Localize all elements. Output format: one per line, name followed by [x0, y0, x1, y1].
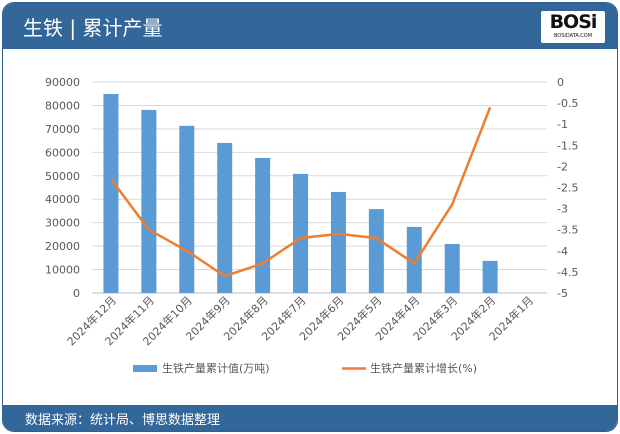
- y-right-tick-label: -3: [557, 203, 568, 216]
- bar: [368, 209, 384, 293]
- y-left-tick-label: 30000: [45, 217, 80, 230]
- bar: [330, 191, 346, 293]
- legend-label-bar: 生铁产量累计值(万吨): [162, 361, 270, 375]
- y-left-tick-label: 80000: [45, 99, 80, 112]
- y-right-tick-label: -4.5: [557, 266, 578, 279]
- data-source: 数据来源：统计局、博思数据整理: [25, 413, 221, 428]
- y-right-tick-label: -3.5: [557, 224, 578, 237]
- y-left-tick-label: 20000: [45, 240, 80, 253]
- y-right-tick-label: 0: [557, 76, 564, 89]
- y-left-tick-label: 50000: [45, 170, 80, 183]
- bosi-logo: BOSi BOSIDATA.COM: [541, 11, 605, 43]
- bar: [217, 142, 233, 293]
- bar: [406, 226, 422, 293]
- y-right-tick-label: -2: [557, 160, 568, 173]
- y-left-tick-label: 40000: [45, 193, 80, 206]
- y-left-tick-label: 70000: [45, 123, 80, 136]
- y-left-tick-label: 90000: [45, 76, 80, 89]
- logo-subtext: BOSIDATA.COM: [553, 33, 593, 39]
- bar: [179, 125, 195, 293]
- bar: [103, 93, 119, 293]
- bar: [293, 173, 309, 293]
- y-right-tick-label: -4: [557, 245, 568, 258]
- y-right-tick-label: -2.5: [557, 182, 578, 195]
- logo-text: BOSi: [549, 11, 598, 33]
- bar: [482, 260, 498, 293]
- y-left-tick-label: 0: [73, 287, 80, 300]
- footer: 数据来源：统计局、博思数据整理: [3, 405, 617, 431]
- y-right-tick-label: -1: [557, 118, 568, 131]
- y-left-tick-label: 10000: [45, 264, 80, 277]
- legend-swatch-bar: [133, 365, 157, 372]
- bar: [141, 109, 157, 293]
- header: 生铁 | 累计产量 BOSi BOSIDATA.COM: [3, 3, 617, 49]
- y-right-tick-label: -1.5: [557, 139, 578, 152]
- bar: [444, 244, 460, 293]
- y-left-tick-label: 60000: [45, 146, 80, 159]
- bar: [255, 157, 271, 293]
- page-title: 生铁 | 累计产量: [23, 16, 163, 40]
- y-right-tick-label: -0.5: [557, 97, 578, 110]
- y-right-tick-label: -5: [557, 287, 568, 300]
- legend-label-line: 生铁产量累计增长(%): [370, 361, 477, 375]
